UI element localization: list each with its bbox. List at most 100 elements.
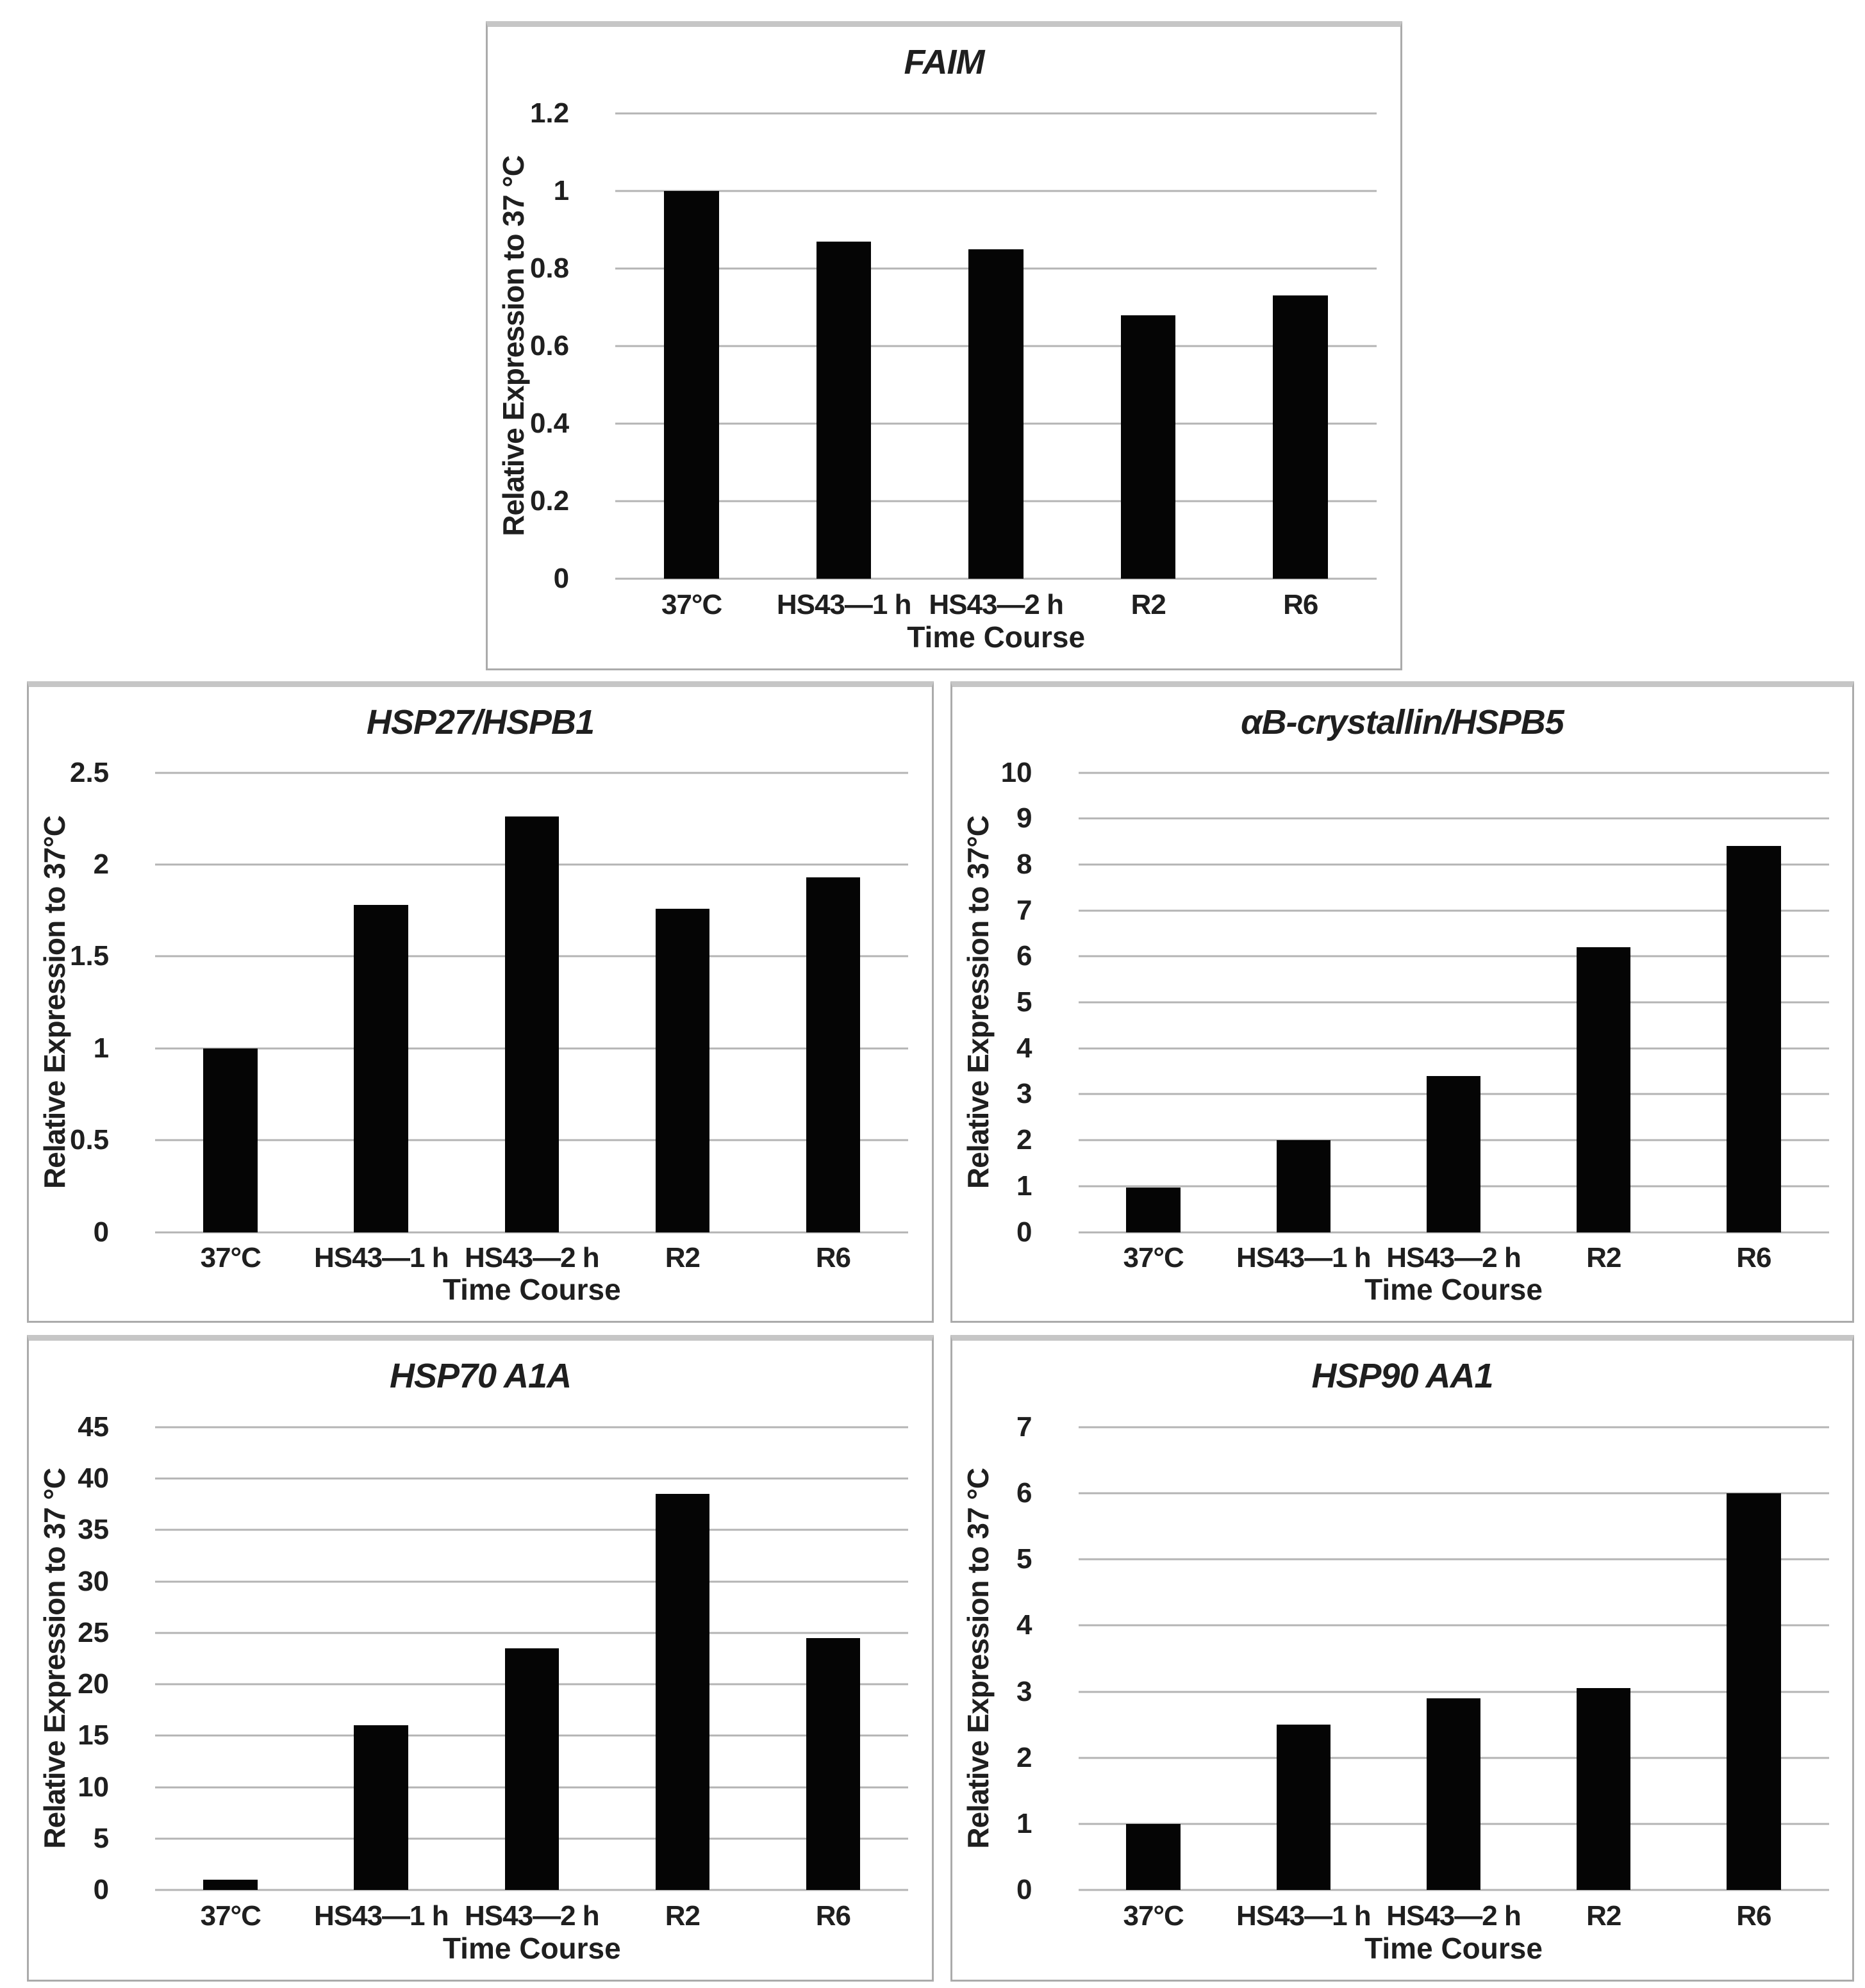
gridline [1078, 1889, 1829, 1891]
x-axis-ticks: 37°C HS43—1 h HS43—2 h R2 R6 [615, 583, 1377, 621]
chart-box-faim: FAIM Relative Expression to 37 °C 0 0.2 0.4 0… [486, 21, 1402, 670]
y-tick-label: 20 [78, 1668, 110, 1700]
plot-area [615, 112, 1377, 580]
x-axis-title: Time Course [907, 620, 1086, 654]
y-tick-label: 1 [553, 175, 570, 207]
x-tick-label: 37°C [661, 588, 722, 620]
gridline [1078, 1426, 1829, 1429]
y-tick-label: 25 [78, 1616, 110, 1648]
gridline [155, 1580, 909, 1583]
x-tick-label: HS43—1 h [313, 1242, 449, 1274]
x-axis-ticks: 37°C HS43—1 h HS43—2 h R2 R6 [1079, 1894, 1829, 1932]
gridline [155, 1231, 909, 1234]
y-tick-label: 2 [93, 848, 110, 880]
bar [968, 249, 1024, 579]
x-tick-label: R2 [1131, 588, 1166, 620]
x-axis-ticks: 37°C HS43—1 h HS43—2 h R2 R6 [155, 1236, 908, 1274]
x-axis-title: Time Course [442, 1273, 621, 1307]
gridline [1078, 1001, 1829, 1004]
x-tick-label: 37°C [200, 1900, 261, 1932]
gridline [155, 1477, 909, 1480]
bar [1727, 1493, 1781, 1891]
bar [354, 1725, 409, 1891]
y-tick-label: 1.5 [69, 940, 110, 972]
y-tick-label: 7 [1016, 1411, 1032, 1443]
x-axis-title: Time Course [442, 1932, 621, 1966]
y-tick-label: 35 [78, 1514, 110, 1546]
gridline [155, 1528, 909, 1531]
x-tick-label: HS43—2 h [1386, 1242, 1521, 1274]
bar [354, 905, 409, 1232]
gridline [1078, 909, 1829, 912]
x-tick-label: HS43—2 h [1386, 1900, 1521, 1932]
plot-area [155, 772, 909, 1234]
y-tick-label: 4 [1016, 1032, 1032, 1064]
x-tick-label: HS43—2 h [465, 1900, 600, 1932]
chart-title: αB-crystallin/HSPB5 [1241, 702, 1564, 741]
y-tick-label: 6 [1016, 1477, 1032, 1509]
chart-box-hsp90-aa1: HSP90 AA1 Relative Expression to 37 °C 0 1 2… [950, 1335, 1854, 1982]
x-tick-label: R2 [1586, 1242, 1621, 1274]
gridline [615, 190, 1377, 192]
bar [1276, 1725, 1330, 1891]
bar [816, 241, 872, 579]
gridline [155, 1889, 909, 1891]
x-tick-label: 37°C [1123, 1900, 1184, 1932]
y-tick-label: 0.8 [529, 253, 570, 285]
y-tick-label: 0.6 [529, 329, 570, 361]
y-tick-label: 40 [78, 1462, 110, 1494]
y-tick-label: 0 [553, 562, 570, 594]
bar [1577, 1688, 1631, 1891]
x-tick-label: HS43—1 h [1236, 1900, 1372, 1932]
bar [1276, 1140, 1330, 1232]
bar [1120, 315, 1176, 579]
bar [504, 816, 560, 1232]
x-tick-label: R6 [1736, 1900, 1771, 1932]
x-tick-label: R6 [1283, 588, 1318, 620]
y-axis-ticks: 0 0.2 0.4 0.6 0.8 1 1.2 [488, 99, 606, 593]
x-tick-label: HS43—2 h [929, 588, 1064, 620]
y-tick-label: 5 [1016, 986, 1032, 1018]
y-tick-label: 6 [1016, 940, 1032, 972]
y-tick-label: 30 [78, 1565, 110, 1597]
y-tick-label: 9 [1016, 802, 1032, 834]
bar [664, 191, 719, 579]
y-tick-label: 4 [1016, 1609, 1032, 1641]
y-tick-label: 0.5 [69, 1124, 110, 1156]
y-tick-label: 2.5 [69, 756, 110, 788]
x-tick-label: R2 [665, 1900, 700, 1932]
gridline [615, 112, 1377, 115]
y-tick-label: 1.2 [529, 97, 570, 129]
x-tick-label: R6 [1736, 1242, 1771, 1274]
bar [504, 1648, 560, 1891]
x-tick-label: HS43—1 h [1236, 1242, 1372, 1274]
gridline [1078, 955, 1829, 957]
y-axis-ticks: 0 1 2 3 4 5 6 7 8 9 10 [952, 758, 1070, 1246]
x-axis-ticks: 37°C HS43—1 h HS43—2 h R2 R6 [1079, 1236, 1829, 1274]
bar [1126, 1824, 1181, 1891]
y-tick-label: 3 [1016, 1675, 1032, 1707]
bar [203, 1880, 258, 1891]
y-tick-label: 0 [1016, 1874, 1032, 1906]
bar [1577, 947, 1631, 1232]
y-tick-label: 8 [1016, 848, 1032, 880]
chart-box-hsp27-hspb1: HSP27/HSPB1 Relative Expression to 37°C 0 0… [27, 681, 934, 1323]
y-tick-label: 10 [1000, 756, 1032, 788]
y-axis-ticks: 0 5 10 15 20 25 30 35 40 45 [29, 1412, 146, 1904]
plot-area [1078, 772, 1829, 1234]
y-tick-label: 7 [1016, 894, 1032, 926]
chart-box-ab-crystallin-hspb5: αB-crystallin/HSPB5 Relative Expression t… [950, 681, 1854, 1323]
y-tick-label: 3 [1016, 1078, 1032, 1110]
y-tick-label: 15 [78, 1719, 110, 1752]
y-tick-label: 2 [1016, 1741, 1032, 1773]
bar [806, 1637, 861, 1891]
bar [806, 877, 861, 1232]
y-tick-label: 10 [78, 1771, 110, 1803]
y-tick-label: 0 [93, 1874, 110, 1906]
x-tick-label: HS43—1 h [776, 588, 912, 620]
bar [1426, 1075, 1481, 1232]
y-tick-label: 45 [78, 1411, 110, 1443]
plot-area [155, 1426, 909, 1891]
gridline [615, 577, 1377, 580]
bar [1126, 1187, 1181, 1232]
